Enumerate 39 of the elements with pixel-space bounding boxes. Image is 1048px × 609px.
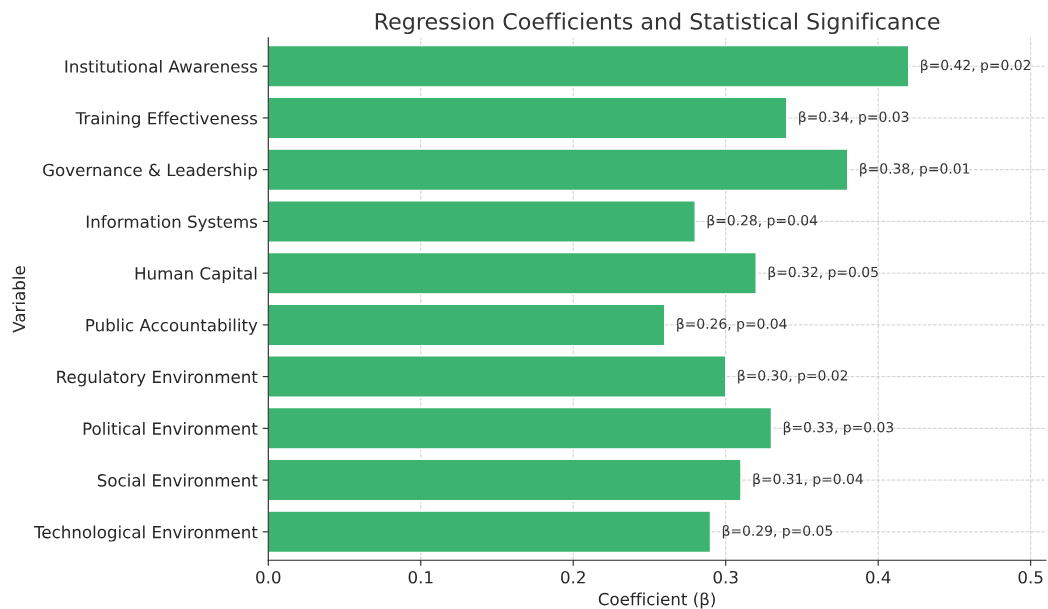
y-tick-label: Political Environment (83, 422, 258, 435)
data-label: β=0.26, p=0.04 (677, 318, 787, 332)
bar (268, 406, 773, 450)
x-tick-label: 0.1 (408, 570, 433, 584)
data-label: β=0.32, p=0.05 (768, 266, 878, 280)
x-tick-label: 0.3 (713, 570, 738, 584)
data-label: β=0.30, p=0.02 (738, 369, 848, 384)
y-tick-label: Social Environment (97, 473, 258, 487)
y-tick-label: Training Effectiveness (75, 111, 258, 128)
bar (268, 200, 696, 243)
data-label: β=0.28, p=0.04 (707, 214, 818, 229)
data-label: β=0.33, p=0.03 (783, 421, 894, 436)
y-tick-label: Governance & Leadership (43, 163, 257, 180)
data-label: β=0.38, p=0.01 (860, 162, 970, 177)
bar (268, 148, 849, 192)
y-tick-label: Public Accountability (86, 318, 258, 335)
x-tick-label: 0.0 (256, 570, 281, 584)
bar (268, 96, 788, 140)
data-label: β=0.42, p=0.02 (921, 59, 1031, 73)
data-label: β=0.29, p=0.05 (722, 525, 832, 539)
x-tick-label: 0.4 (866, 570, 891, 584)
x-tick-label: 0.5 (1018, 570, 1043, 584)
y-tick-label: Human Capital (135, 266, 257, 283)
bar (268, 251, 757, 295)
y-tick-label: Information Systems (86, 215, 258, 232)
bar (268, 303, 666, 347)
chart-title: Regression Coefficients and Statistical Significance (375, 12, 940, 35)
data-label: β=0.34, p=0.03 (799, 111, 909, 125)
y-axis-title: Variable (12, 266, 26, 333)
x-axis-title: Coefficient (β) (598, 592, 715, 609)
y-tick-label: Regulatory Environment (57, 370, 258, 387)
y-tick-label: Institutional Awareness (65, 59, 258, 73)
bar (268, 510, 712, 554)
data-label: β=0.31, p=0.04 (753, 473, 863, 487)
bar (268, 458, 742, 502)
bar (268, 44, 910, 88)
y-tick-label: Technological Environment (33, 525, 258, 542)
x-tick-label: 0.2 (561, 570, 585, 584)
bar (268, 355, 727, 399)
